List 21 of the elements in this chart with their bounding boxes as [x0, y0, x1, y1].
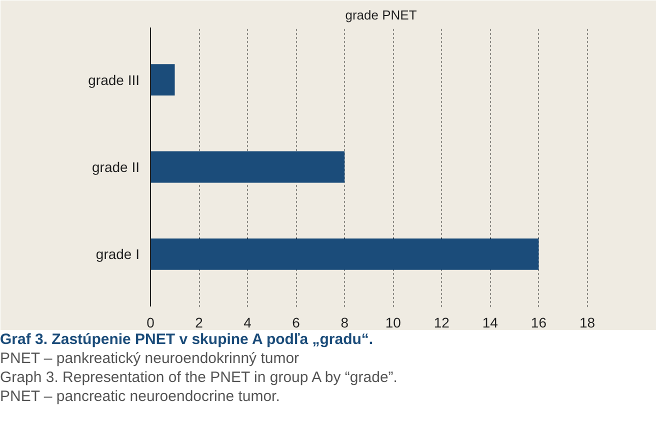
bar: [150, 238, 539, 270]
x-tick-label: 0: [146, 314, 155, 330]
text: PNET – pancreatic neuroendocrine tumor.: [0, 387, 280, 406]
x-tick-label: 4: [244, 314, 252, 330]
text: Graf 3. Zastúpenie PNET v skupine A podľa „gradu“.: [0, 330, 374, 349]
x-tick-label: 6: [292, 314, 300, 330]
x-tick-label: 10: [385, 314, 402, 330]
x-tick-label: 14: [482, 314, 498, 330]
bar: [150, 151, 345, 183]
text: PNET – pankreatický neuroendokrinný tumor: [0, 349, 300, 368]
x-tick-label: 16: [530, 314, 547, 330]
x-tick-label: 12: [434, 314, 450, 330]
x-tick-label: 18: [579, 314, 596, 330]
bar: [150, 64, 175, 96]
y-tick-label: grade III: [88, 72, 140, 88]
y-tick-label: grade I: [96, 246, 140, 262]
x-tick-label: 8: [340, 314, 349, 330]
x-tick-label: 2: [195, 314, 204, 330]
caption: Graph 3. Representation of the PNET in group A by “grade”.: [0, 368, 398, 387]
y-tick-label: grade II: [92, 159, 140, 175]
chart-title: grade PNET: [345, 8, 417, 22]
